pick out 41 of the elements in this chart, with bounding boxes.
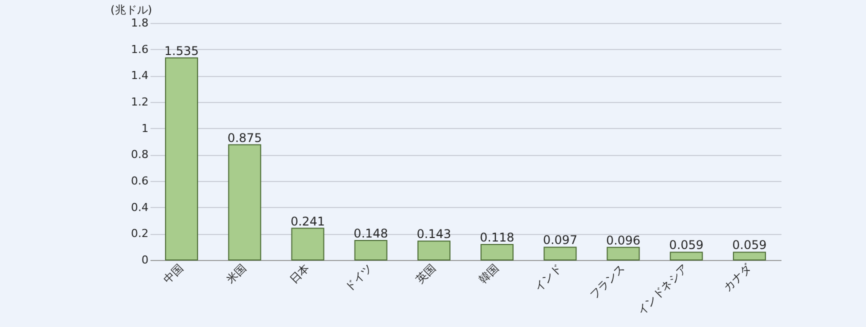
bar [165,57,198,260]
y-tick-label: 0.6 [131,174,148,188]
data-label: 0.143 [416,227,452,242]
data-label: 0.241 [290,214,325,228]
x-tick-label: インドネシア [634,262,691,318]
data-label: 0.096 [606,233,640,248]
data-label: 0.059 [732,238,767,252]
bar [354,240,388,260]
x-tick-label: インド [532,262,564,294]
bar [544,246,577,260]
y-tick-label: 0 [142,254,148,266]
y-tick-label: 0.4 [131,200,148,214]
bar [732,252,766,260]
x-tick-label: 中国 [161,262,186,286]
x-tick-label: 日本 [287,262,312,286]
bar [417,240,450,260]
y-tick-label: 1.8 [131,16,148,30]
y-tick-label: 1.2 [131,96,148,108]
data-label: 0.097 [542,233,578,248]
x-tick-label: カナダ [721,260,754,294]
y-axis-title: (兆ドル) [110,4,152,16]
x-tick-label: 米国 [224,262,249,286]
x-tick-label: フランス [587,262,628,302]
y-tick-label: 0.2 [131,227,148,240]
bar [606,246,640,260]
data-label: 0.059 [669,238,704,252]
y-tick-label: 1 [142,122,148,135]
y-tick-label: 1.6 [131,42,148,56]
data-label: 0.118 [480,230,514,244]
bar [291,228,324,260]
data-label: 0.148 [354,226,388,241]
y-tick-label: 0.8 [131,148,148,162]
bar [480,244,514,260]
bar [670,252,703,260]
x-tick-label: 英国 [413,262,438,286]
bar [228,144,262,260]
x-tick-label: ドイツ [342,262,376,294]
data-label: 1.535 [164,44,199,58]
y-tick-label: 1.4 [131,69,148,82]
data-label: 0.875 [227,130,262,145]
x-tick-label: 韓国 [476,262,502,286]
